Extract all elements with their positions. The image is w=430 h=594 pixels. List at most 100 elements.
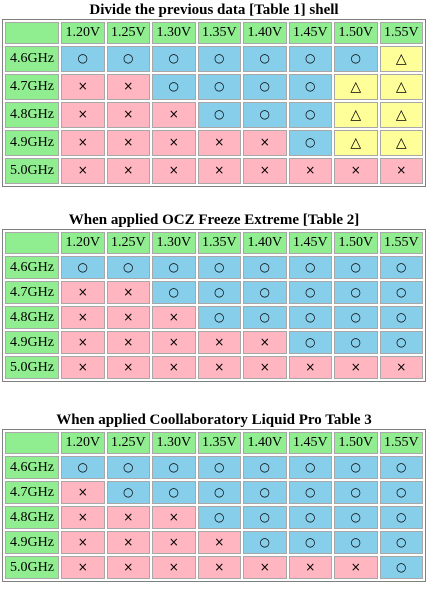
circle-symbol: ○ — [350, 334, 361, 349]
circle-symbol: ○ — [123, 51, 134, 65]
fail-cell: × — [61, 74, 105, 100]
stable-cell: ○ — [152, 281, 196, 304]
table-3-grid: 1.20V 1.25V 1.30V 1.35V 1.40V 1.45V 1.50V 1.55V… — [2, 429, 426, 582]
fail-cell: × — [61, 281, 105, 304]
stable-cell: ○ — [288, 481, 332, 504]
cross-symbol: × — [350, 163, 361, 177]
triangle-symbol: △ — [395, 50, 407, 67]
stable-cell: ○ — [334, 506, 378, 529]
stable-cell: ○ — [243, 456, 287, 479]
circle-symbol: ○ — [259, 79, 270, 93]
voltage-header-row: 1.20V 1.25V 1.30V 1.35V 1.40V 1.45V 1.50V 1.55V — [5, 232, 423, 254]
fail-cell: × — [61, 306, 105, 329]
circle-symbol: ○ — [396, 284, 407, 299]
table-row: 4.8GHz × × × ○ ○ ○ ○ ○ — [5, 306, 423, 329]
fail-cell: × — [288, 158, 332, 184]
circle-symbol: ○ — [77, 259, 88, 274]
cross-symbol: × — [123, 509, 134, 524]
stable-cell: ○ — [334, 331, 378, 354]
circle-symbol: ○ — [214, 79, 225, 93]
voltage-header-row: 1.20V 1.25V 1.30V 1.35V 1.40V 1.45V 1.50V 1.55V — [5, 22, 423, 44]
stable-cell: ○ — [152, 46, 196, 72]
fail-cell: × — [106, 102, 150, 128]
cross-symbol: × — [123, 107, 134, 121]
stable-cell: ○ — [152, 481, 196, 504]
stable-cell: ○ — [197, 281, 241, 304]
fail-cell: × — [197, 158, 241, 184]
cross-symbol: × — [77, 107, 88, 121]
stable-cell: ○ — [197, 481, 241, 504]
cross-symbol: × — [214, 135, 225, 149]
circle-symbol: ○ — [123, 459, 134, 474]
frequency-label: 5.0GHz — [5, 556, 59, 579]
cross-symbol: × — [305, 559, 316, 574]
stable-cell: ○ — [197, 506, 241, 529]
stable-cell: ○ — [106, 46, 150, 72]
circle-symbol: ○ — [77, 459, 88, 474]
frequency-label: 4.7GHz — [5, 281, 59, 304]
stable-cell: ○ — [288, 281, 332, 304]
circle-symbol: ○ — [259, 459, 270, 474]
circle-symbol: ○ — [350, 284, 361, 299]
fail-cell: × — [288, 556, 332, 579]
circle-symbol: ○ — [259, 51, 270, 65]
fail-cell: × — [61, 331, 105, 354]
cross-symbol: × — [123, 284, 134, 299]
fail-cell: × — [152, 506, 196, 529]
fail-cell: × — [197, 130, 241, 156]
cross-symbol: × — [214, 559, 225, 574]
circle-symbol: ○ — [350, 509, 361, 524]
cross-symbol: × — [77, 79, 88, 93]
circle-symbol: ○ — [396, 484, 407, 499]
marginal-cell: △ — [379, 102, 423, 128]
voltage-header-cell: 1.45V — [288, 22, 332, 44]
cross-symbol: × — [123, 534, 134, 549]
stable-cell: ○ — [379, 506, 423, 529]
frequency-label: 4.8GHz — [5, 102, 59, 128]
cross-symbol: × — [259, 559, 270, 574]
fail-cell: × — [106, 356, 150, 379]
circle-symbol: ○ — [214, 484, 225, 499]
circle-symbol: ○ — [350, 51, 361, 65]
cross-symbol: × — [168, 534, 179, 549]
fail-cell: × — [106, 556, 150, 579]
stable-cell: ○ — [152, 74, 196, 100]
voltage-header-cell: 1.25V — [106, 22, 150, 44]
corner-cell — [5, 22, 59, 44]
frequency-label: 4.8GHz — [5, 306, 59, 329]
stable-cell: ○ — [334, 281, 378, 304]
circle-symbol: ○ — [214, 309, 225, 324]
table-row: 4.7GHz × × ○ ○ ○ ○ △ △ — [5, 74, 423, 100]
table-row: 4.6GHz ○ ○ ○ ○ ○ ○ ○ △ — [5, 46, 423, 72]
cross-symbol: × — [168, 334, 179, 349]
table-3-block: When applied Coollaboratory Liquid Pro T… — [2, 412, 426, 582]
triangle-symbol: △ — [395, 134, 407, 151]
circle-symbol: ○ — [168, 484, 179, 499]
table-1-block: Divide the previous data [Table 1] shell… — [2, 2, 426, 187]
fail-cell: × — [152, 306, 196, 329]
circle-symbol: ○ — [305, 534, 316, 549]
fail-cell: × — [152, 356, 196, 379]
voltage-header-cell: 1.45V — [288, 432, 332, 454]
voltage-header-cell: 1.25V — [106, 232, 150, 254]
cross-symbol: × — [168, 309, 179, 324]
circle-symbol: ○ — [259, 284, 270, 299]
marginal-cell: △ — [379, 130, 423, 156]
circle-symbol: ○ — [305, 79, 316, 93]
cross-symbol: × — [123, 163, 134, 177]
cross-symbol: × — [77, 163, 88, 177]
triangle-symbol: △ — [395, 78, 407, 95]
circle-symbol: ○ — [168, 284, 179, 299]
fail-cell: × — [61, 556, 105, 579]
stable-cell: ○ — [379, 456, 423, 479]
frequency-label: 4.8GHz — [5, 506, 59, 529]
marginal-cell: △ — [379, 46, 423, 72]
voltage-header-cell: 1.50V — [334, 22, 378, 44]
fail-cell: × — [197, 331, 241, 354]
circle-symbol: ○ — [168, 259, 179, 274]
circle-symbol: ○ — [396, 459, 407, 474]
stable-cell: ○ — [334, 531, 378, 554]
corner-cell — [5, 432, 59, 454]
stable-cell: ○ — [61, 46, 105, 72]
cross-symbol: × — [123, 334, 134, 349]
